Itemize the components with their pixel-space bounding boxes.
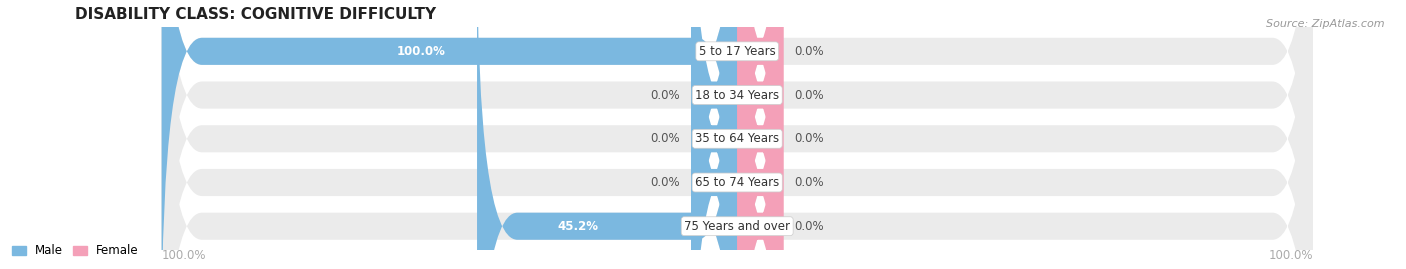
- Text: 5 to 17 Years: 5 to 17 Years: [699, 45, 776, 58]
- FancyBboxPatch shape: [737, 0, 783, 269]
- Text: 0.0%: 0.0%: [794, 45, 824, 58]
- Text: 0.0%: 0.0%: [650, 176, 679, 189]
- FancyBboxPatch shape: [737, 0, 1313, 269]
- FancyBboxPatch shape: [737, 0, 783, 269]
- Text: 0.0%: 0.0%: [794, 132, 824, 145]
- FancyBboxPatch shape: [737, 0, 1313, 269]
- Text: 18 to 34 Years: 18 to 34 Years: [695, 89, 779, 102]
- FancyBboxPatch shape: [737, 0, 1313, 269]
- Text: 100.0%: 100.0%: [396, 45, 446, 58]
- Text: DISABILITY CLASS: COGNITIVE DIFFICULTY: DISABILITY CLASS: COGNITIVE DIFFICULTY: [76, 7, 436, 22]
- Text: Source: ZipAtlas.com: Source: ZipAtlas.com: [1267, 19, 1385, 29]
- Text: 0.0%: 0.0%: [650, 89, 679, 102]
- Text: 45.2%: 45.2%: [558, 220, 599, 233]
- FancyBboxPatch shape: [692, 0, 737, 269]
- FancyBboxPatch shape: [737, 0, 783, 269]
- FancyBboxPatch shape: [737, 0, 1313, 269]
- Text: 0.0%: 0.0%: [794, 220, 824, 233]
- FancyBboxPatch shape: [162, 0, 737, 269]
- FancyBboxPatch shape: [162, 0, 737, 269]
- FancyBboxPatch shape: [692, 0, 737, 269]
- Legend: Male, Female: Male, Female: [7, 240, 143, 262]
- Text: 75 Years and over: 75 Years and over: [685, 220, 790, 233]
- FancyBboxPatch shape: [737, 0, 783, 269]
- Text: 0.0%: 0.0%: [794, 176, 824, 189]
- Text: 100.0%: 100.0%: [162, 249, 207, 262]
- FancyBboxPatch shape: [737, 0, 1313, 269]
- Text: 35 to 64 Years: 35 to 64 Years: [695, 132, 779, 145]
- FancyBboxPatch shape: [737, 0, 783, 269]
- FancyBboxPatch shape: [692, 0, 737, 269]
- Text: 65 to 74 Years: 65 to 74 Years: [695, 176, 779, 189]
- FancyBboxPatch shape: [162, 0, 737, 269]
- FancyBboxPatch shape: [477, 0, 737, 269]
- Text: 0.0%: 0.0%: [650, 132, 679, 145]
- Text: 100.0%: 100.0%: [1268, 249, 1313, 262]
- Text: 0.0%: 0.0%: [794, 89, 824, 102]
- FancyBboxPatch shape: [162, 0, 737, 269]
- FancyBboxPatch shape: [162, 0, 737, 269]
- FancyBboxPatch shape: [162, 0, 737, 269]
